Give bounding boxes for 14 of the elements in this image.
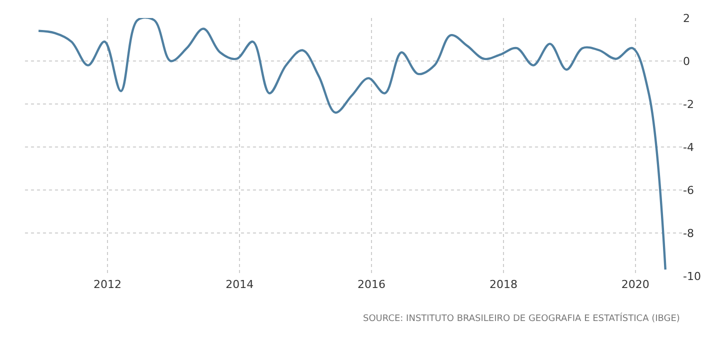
y-tick-label: 0 xyxy=(683,54,690,68)
x-tick-label: 2016 xyxy=(357,278,386,291)
y-tick-label: 2 xyxy=(683,12,690,25)
y-tick-label: -10 xyxy=(683,270,701,283)
x-tick-label: 2014 xyxy=(226,278,254,291)
y-tick-label: -8 xyxy=(683,226,694,240)
x-tick-label: 2020 xyxy=(621,278,650,291)
line-series xyxy=(37,18,666,271)
y-tick-label: -6 xyxy=(683,184,694,197)
x-tick-label: 2018 xyxy=(490,278,518,291)
y-tick-label: -4 xyxy=(683,140,694,154)
source-note: SOURCE: INSTITUTO BRASILEIRO DE GEOGRAFIA E ESTATÍSTICA (IBGE) xyxy=(363,312,680,324)
y-tick-label: -2 xyxy=(683,98,694,111)
x-tick-label: 2012 xyxy=(94,278,122,291)
